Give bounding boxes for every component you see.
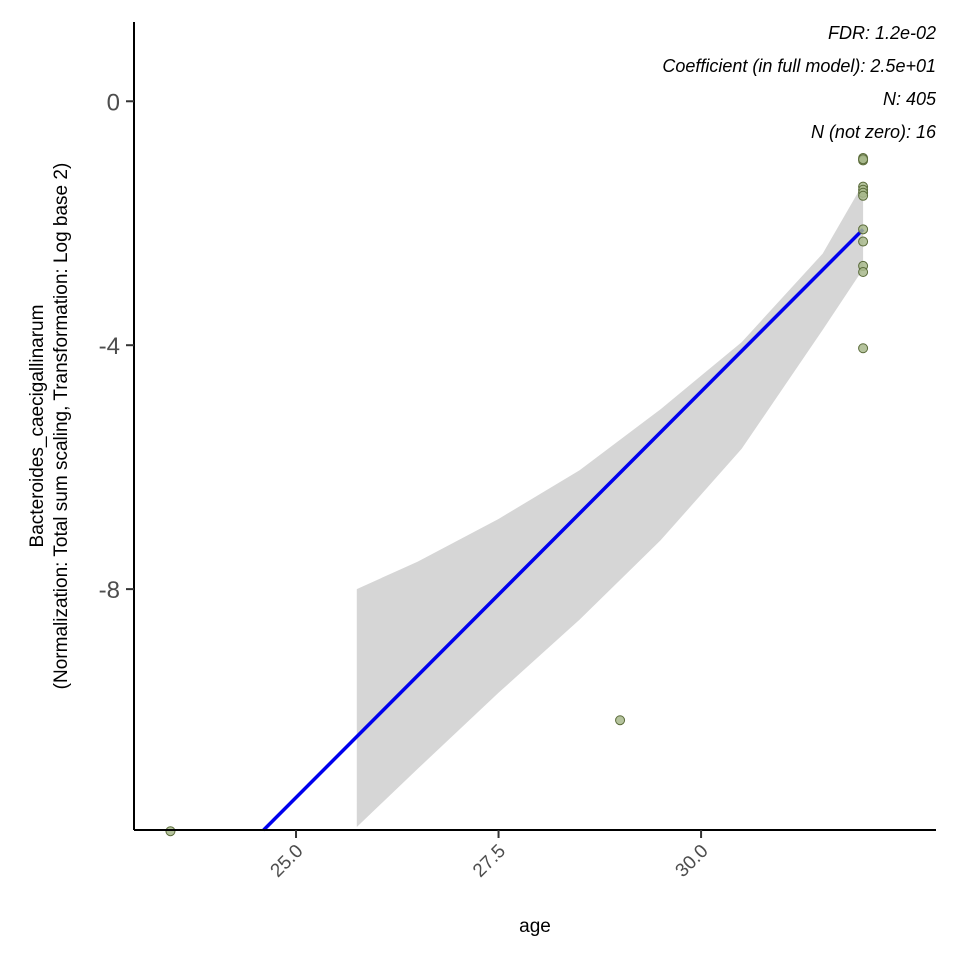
data-point [858,154,869,165]
y-axis-title-line2: (Normalization: Total sum scaling, Trans… [51,163,72,690]
data-point [615,715,626,726]
data-point [858,343,869,354]
fit-line [262,228,865,832]
x-tick-label: 25.0 [267,841,308,882]
data-point [858,236,869,247]
stat-annotation: N (not zero): 16 [811,122,937,142]
y-tick-label: 0 [107,89,120,116]
data-point [858,267,869,278]
x-tick-label: 27.5 [469,841,510,882]
x-axis-title: age [519,916,551,937]
stat-annotation: FDR: 1.2e-02 [828,23,936,43]
confidence-band [356,183,864,828]
data-point [165,826,176,837]
stat-annotation: N: 405 [883,89,937,109]
stat-annotation: Coefficient (in full model): 2.5e+01 [662,56,936,76]
y-axis-title-line1: Bacteroides_caecigallinarum [27,305,48,548]
x-tick-label: 30.0 [672,841,713,882]
y-tick-label: -8 [99,577,120,604]
data-point [858,190,869,201]
data-point [858,224,869,235]
y-tick-label: -4 [99,333,120,360]
